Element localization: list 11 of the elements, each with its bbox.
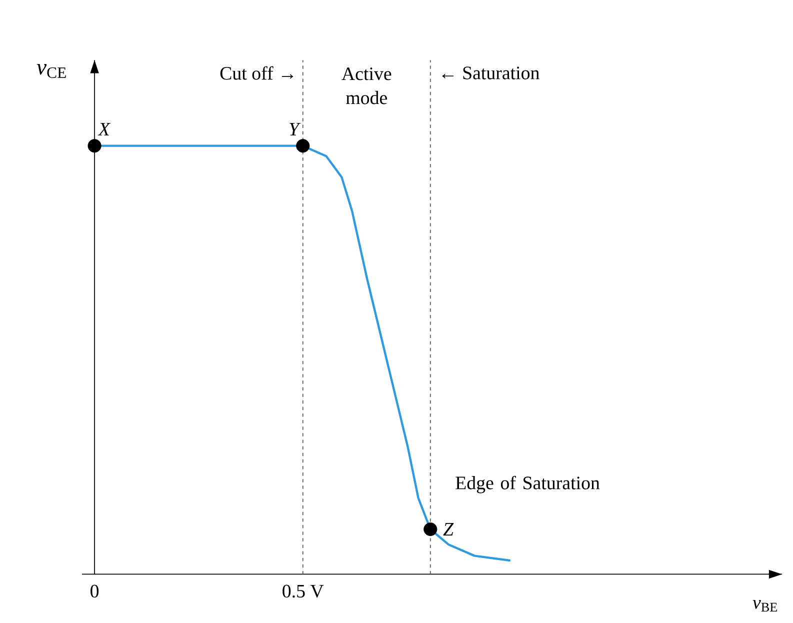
- text: Active mode: [342, 67, 392, 104]
- annotation: Y: [290, 122, 301, 136]
- annotation: Edge of Saturation: [456, 476, 600, 494]
- x-tick-label: 0.5 V: [282, 584, 324, 598]
- annotation: Z: [443, 522, 454, 536]
- x-axis-title: v$_{BE}$: [752, 600, 777, 612]
- text: Cut off →: [220, 66, 294, 80]
- annotation: X: [98, 122, 111, 136]
- text: ← Saturation: [442, 66, 540, 80]
- y-axis-title: v$_{CE}$: [36, 64, 66, 78]
- x-tick-label: 0: [90, 584, 99, 598]
